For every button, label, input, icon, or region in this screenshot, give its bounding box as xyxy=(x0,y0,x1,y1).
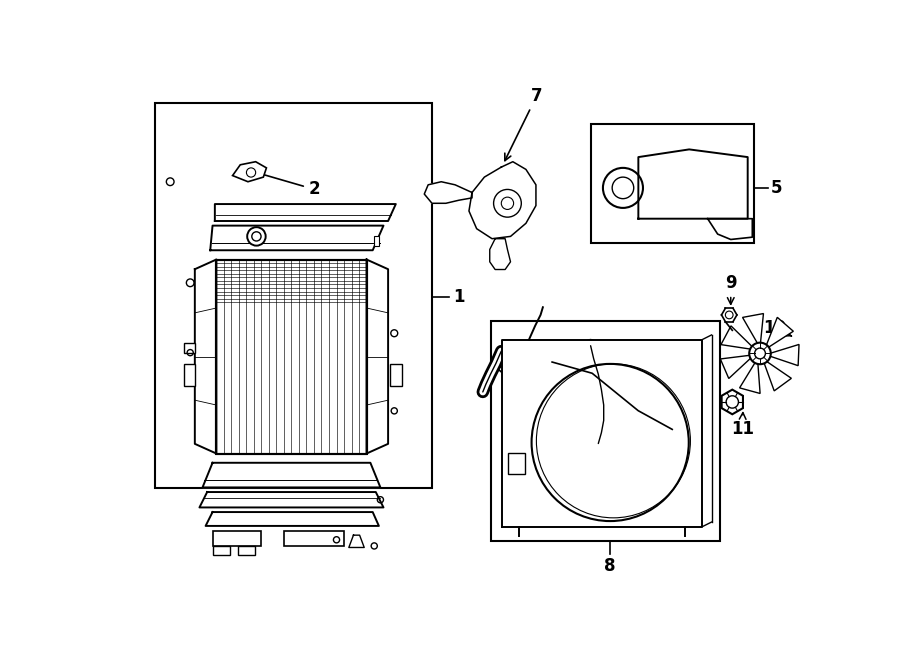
Polygon shape xyxy=(722,389,743,414)
Text: 3: 3 xyxy=(497,362,515,380)
Circle shape xyxy=(726,396,738,408)
Polygon shape xyxy=(469,162,536,239)
Bar xyxy=(508,453,526,475)
Polygon shape xyxy=(769,344,799,366)
Polygon shape xyxy=(205,512,379,526)
Text: 11: 11 xyxy=(731,412,754,438)
Polygon shape xyxy=(764,361,791,391)
Text: 4: 4 xyxy=(567,370,594,390)
Polygon shape xyxy=(202,463,381,487)
Text: 1: 1 xyxy=(454,288,465,306)
Polygon shape xyxy=(366,260,388,453)
Bar xyxy=(155,103,432,488)
Polygon shape xyxy=(742,313,763,344)
Polygon shape xyxy=(349,535,364,547)
Polygon shape xyxy=(720,355,751,379)
Circle shape xyxy=(749,342,770,364)
Bar xyxy=(184,342,194,353)
Polygon shape xyxy=(200,492,383,508)
Polygon shape xyxy=(424,182,472,204)
Polygon shape xyxy=(721,326,753,349)
Polygon shape xyxy=(638,149,748,219)
Polygon shape xyxy=(766,317,793,348)
Bar xyxy=(491,321,720,541)
Polygon shape xyxy=(707,219,752,239)
Polygon shape xyxy=(215,204,396,221)
Bar xyxy=(374,237,379,246)
Bar xyxy=(184,364,194,385)
Polygon shape xyxy=(211,225,383,251)
Text: 8: 8 xyxy=(605,557,616,576)
Polygon shape xyxy=(232,162,266,182)
Text: 6: 6 xyxy=(622,143,643,168)
Text: 5: 5 xyxy=(770,179,782,197)
Bar xyxy=(284,531,344,546)
Polygon shape xyxy=(502,340,702,527)
Polygon shape xyxy=(216,260,366,453)
Circle shape xyxy=(247,168,256,177)
Bar xyxy=(390,364,402,385)
Circle shape xyxy=(248,227,266,246)
Polygon shape xyxy=(490,239,510,270)
Text: 7: 7 xyxy=(505,87,543,161)
Bar xyxy=(213,531,261,546)
Bar xyxy=(238,546,255,555)
Bar xyxy=(213,546,230,555)
Text: 2: 2 xyxy=(245,168,320,198)
Circle shape xyxy=(754,348,765,359)
Polygon shape xyxy=(194,260,216,453)
Circle shape xyxy=(252,232,261,241)
Polygon shape xyxy=(740,362,760,393)
Text: 10: 10 xyxy=(763,319,791,337)
Text: 9: 9 xyxy=(724,274,736,304)
Bar xyxy=(590,124,754,243)
